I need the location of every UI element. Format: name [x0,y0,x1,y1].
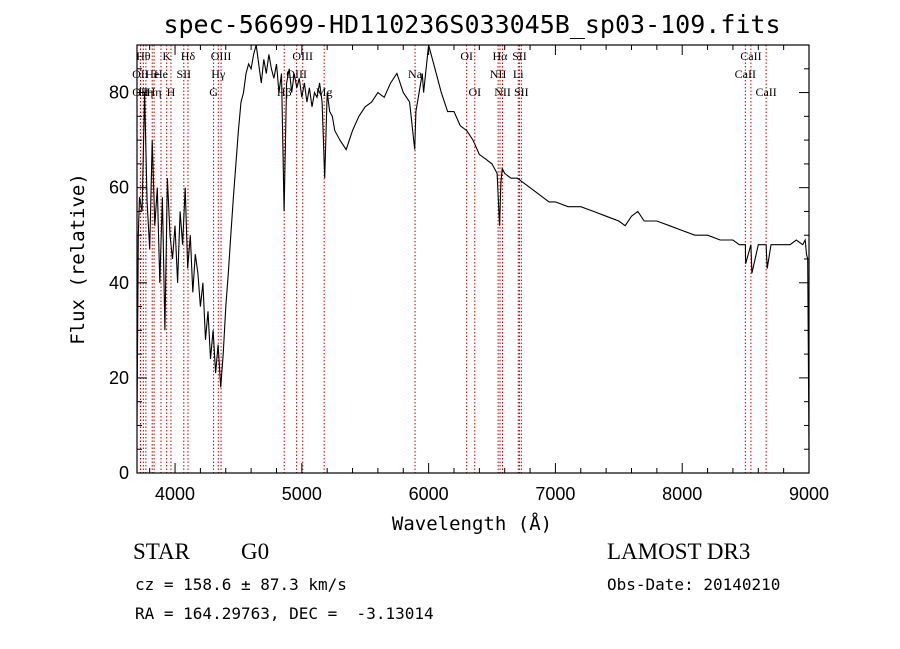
y-tick-label: 40 [109,273,129,293]
line-marker-label: CaII [735,67,756,81]
y-axis-ticks: 0 20 40 60 80 [109,68,809,483]
line-marker-label: CaII [755,85,776,99]
x-tick-label: 8000 [662,484,702,504]
line-marker-label: Hη [138,85,153,99]
line-marker-label: He [154,67,168,81]
spectral-line-labels: OIIOIIHθHηHeHηHeKHSIIHδGHγOIIIHβOIIIOIII… [132,49,777,99]
line-marker-label: Hα [493,49,509,63]
line-marker-label: OIII [292,49,313,63]
y-tick-label: 60 [109,178,129,198]
x-axis-label: Wavelength (Å) [392,512,552,535]
line-marker-label: G [209,85,218,99]
line-marker-label: NII [490,67,507,81]
line-marker-label: Na [408,67,423,81]
x-axis-ticks: 4000 5000 6000 7000 8000 9000 [149,45,829,504]
y-tick-label: 80 [109,83,129,103]
line-marker-label: SII [514,85,529,99]
x-tick-label: 9000 [789,484,829,504]
line-marker-label: NII [494,85,511,99]
object-subclass: G0 [241,539,270,564]
survey-name: LAMOST DR3 [607,539,751,564]
line-marker-label: OIII [286,67,307,81]
line-marker-label: Li [513,67,524,81]
coordinates-readout: RA = 164.29763, DEC = -3.13014 [135,604,434,623]
y-axis-label: Flux (relative) [67,173,89,345]
x-tick-label: 6000 [409,484,449,504]
spectral-line-markers [139,45,767,473]
line-marker-label: He [145,67,159,81]
line-marker-label: OI [460,49,473,63]
line-marker-label: OI [468,85,481,99]
x-tick-label: 5000 [282,484,322,504]
line-marker-label: CaII [740,49,761,63]
line-marker-label: H [167,85,176,99]
line-marker-label: OII [132,67,149,81]
y-tick-label: 0 [119,463,129,483]
line-marker-label: Hθ [136,49,151,63]
line-marker-label: SII [176,67,191,81]
redshift-readout: cz = 158.6 ± 87.3 km/s [135,575,347,594]
line-marker-label: OIII [211,49,232,63]
x-tick-label: 4000 [155,484,195,504]
y-tick-label: 20 [109,368,129,388]
chart-title: spec-56699-HD110236S033045B_sp03-109.fit… [163,10,780,39]
line-marker-label: K [162,49,171,63]
line-marker-label: Hγ [211,67,226,81]
observation-date: Obs-Date: 20140210 [607,575,781,594]
line-marker-label: Hη [147,85,162,99]
line-marker-label: Hβ [277,85,292,99]
plot-frame [136,44,810,474]
line-marker-label: Hδ [181,49,196,63]
spectrum-series-line [136,44,810,450]
line-marker-label: SII [512,49,527,63]
x-tick-label: 7000 [535,484,575,504]
object-class: STAR [133,539,190,564]
